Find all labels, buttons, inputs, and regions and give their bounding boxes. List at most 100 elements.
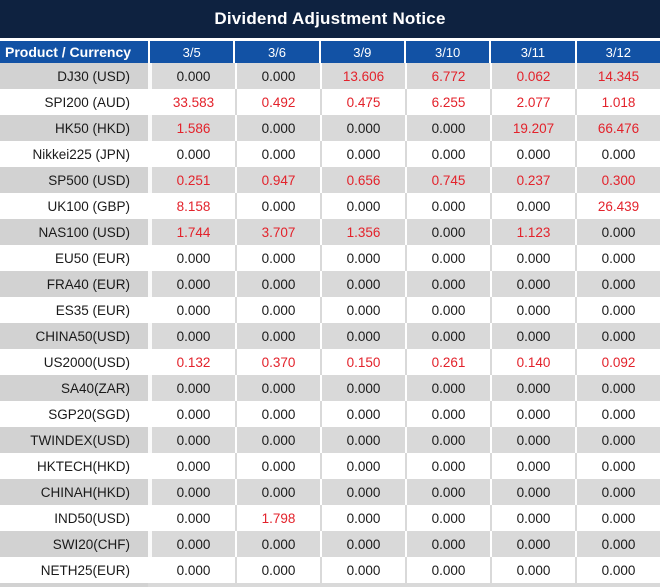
value-cell: 0.000 [320,115,405,141]
value-cell: 0.000 [490,479,575,505]
value-cell: 0.000 [575,271,660,297]
value-cell: 0.000 [490,531,575,557]
value-cell: 0.000 [235,479,320,505]
value-cell: 0.062 [490,63,575,89]
value-cell: 3.707 [235,219,320,245]
value-cell: 0.000 [148,505,235,531]
value-cell: 0.000 [320,375,405,401]
value-cell: 1.356 [320,219,405,245]
value-cell: 1.586 [148,115,235,141]
table-row: SA40(ZAR) 0.000 0.000 0.000 0.000 0.000 0.000 [0,375,660,401]
value-cell: 0.000 [405,401,490,427]
value-cell: 0.000 [320,271,405,297]
value-cell: 0.000 [405,219,490,245]
table-body: DJ30 (USD) 0.000 0.000 13.606 6.772 0.062 14.3… [0,63,660,583]
value-cell: 0.000 [490,271,575,297]
table-row: ES35 (EUR) 0.000 0.000 0.000 0.000 0.000 0.000 [0,297,660,323]
value-cell: 0.000 [235,141,320,167]
value-cell: 0.300 [575,167,660,193]
value-cell: 0.000 [235,557,320,583]
value-cell: 0.251 [148,167,235,193]
product-cell: TWINDEX(USD) [0,427,148,453]
value-cell: 0.000 [320,401,405,427]
table-row: NAS100 (USD) 1.744 3.707 1.356 0.000 1.123 0.0… [0,219,660,245]
value-cell: 0.000 [148,453,235,479]
value-cell: 0.000 [575,219,660,245]
value-cell: 0.000 [320,297,405,323]
value-cell: 0.000 [575,479,660,505]
table-row: SP500 (USD) 0.251 0.947 0.656 0.745 0.237 0.30… [0,167,660,193]
value-cell: 0.000 [320,531,405,557]
value-cell: 8.158 [148,193,235,219]
value-cell: 0.000 [490,193,575,219]
value-cell: 0.000 [148,323,235,349]
value-cell: 0.745 [405,167,490,193]
value-cell: 0.237 [490,167,575,193]
value-cell: 0.261 [405,349,490,375]
value-cell: 0.000 [320,193,405,219]
value-cell: 33.583 [148,89,235,115]
value-cell: 6.255 [405,89,490,115]
product-cell: HKTECH(HKD) [0,453,148,479]
value-cell: 0.000 [490,401,575,427]
value-cell: 26.439 [575,193,660,219]
value-cell: 14.345 [575,63,660,89]
value-cell: 0.000 [405,323,490,349]
value-cell: 0.000 [575,505,660,531]
value-cell: 0.000 [148,271,235,297]
value-cell: 1.123 [490,219,575,245]
table-row: FRA40 (EUR) 0.000 0.000 0.000 0.000 0.000 0.00… [0,271,660,297]
value-cell: 0.000 [575,531,660,557]
product-cell: NAS100 (USD) [0,219,148,245]
table-row: Nikkei225 (JPN) 0.000 0.000 0.000 0.000 0.000… [0,141,660,167]
product-cell: SGP20(SGD) [0,401,148,427]
cutoff-values-cell [148,583,660,587]
product-cell: NETH25(EUR) [0,557,148,583]
value-cell: 0.000 [148,557,235,583]
value-cell: 0.000 [320,323,405,349]
product-cell: SPI200 (AUD) [0,89,148,115]
product-cell: Nikkei225 (JPN) [0,141,148,167]
table-row: CHINA50(USD) 0.000 0.000 0.000 0.000 0.000 0.0… [0,323,660,349]
column-header-date: 3/12 [574,41,660,63]
table-header: Product / Currency 3/5 3/6 3/9 3/10 3/11 3/12 [0,41,660,63]
value-cell: 0.000 [320,453,405,479]
table-row: EU50 (EUR) 0.000 0.000 0.000 0.000 0.000 0.000 [0,245,660,271]
table-row: HK50 (HKD) 1.586 0.000 0.000 0.000 19.207 66.4… [0,115,660,141]
table-row: SPI200 (AUD) 33.583 0.492 0.475 6.255 2.077 1.… [0,89,660,115]
value-cell: 0.000 [148,245,235,271]
table-row: SGP20(SGD) 0.000 0.000 0.000 0.000 0.000 0.000 [0,401,660,427]
table-row: NETH25(EUR) 0.000 0.000 0.000 0.000 0.000 0.00… [0,557,660,583]
value-cell: 0.000 [490,245,575,271]
table-row: US2000(USD) 0.132 0.370 0.150 0.261 0.140 0.09… [0,349,660,375]
value-cell: 0.000 [575,401,660,427]
value-cell: 0.000 [405,297,490,323]
value-cell: 0.000 [320,557,405,583]
value-cell: 0.000 [405,375,490,401]
column-header-date: 3/10 [403,41,490,63]
value-cell: 19.207 [490,115,575,141]
value-cell: 0.000 [490,323,575,349]
product-cell: HK50 (HKD) [0,115,148,141]
value-cell: 0.000 [575,141,660,167]
value-cell: 0.000 [235,375,320,401]
page-title: Dividend Adjustment Notice [0,0,660,41]
product-cell: IND50(USD) [0,505,148,531]
product-cell: UK100 (GBP) [0,193,148,219]
value-cell: 0.000 [320,479,405,505]
value-cell: 0.000 [490,505,575,531]
value-cell: 0.000 [405,557,490,583]
value-cell: 0.000 [575,245,660,271]
product-cell: SP500 (USD) [0,167,148,193]
column-header-product: Product / Currency [0,41,148,63]
value-cell: 0.000 [405,115,490,141]
value-cell: 0.000 [405,193,490,219]
value-cell: 1.018 [575,89,660,115]
value-cell: 0.475 [320,89,405,115]
value-cell: 0.656 [320,167,405,193]
value-cell: 2.077 [490,89,575,115]
value-cell: 0.000 [235,297,320,323]
table-row: CHINAH(HKD) 0.000 0.000 0.000 0.000 0.000 0.00… [0,479,660,505]
value-cell: 0.370 [235,349,320,375]
